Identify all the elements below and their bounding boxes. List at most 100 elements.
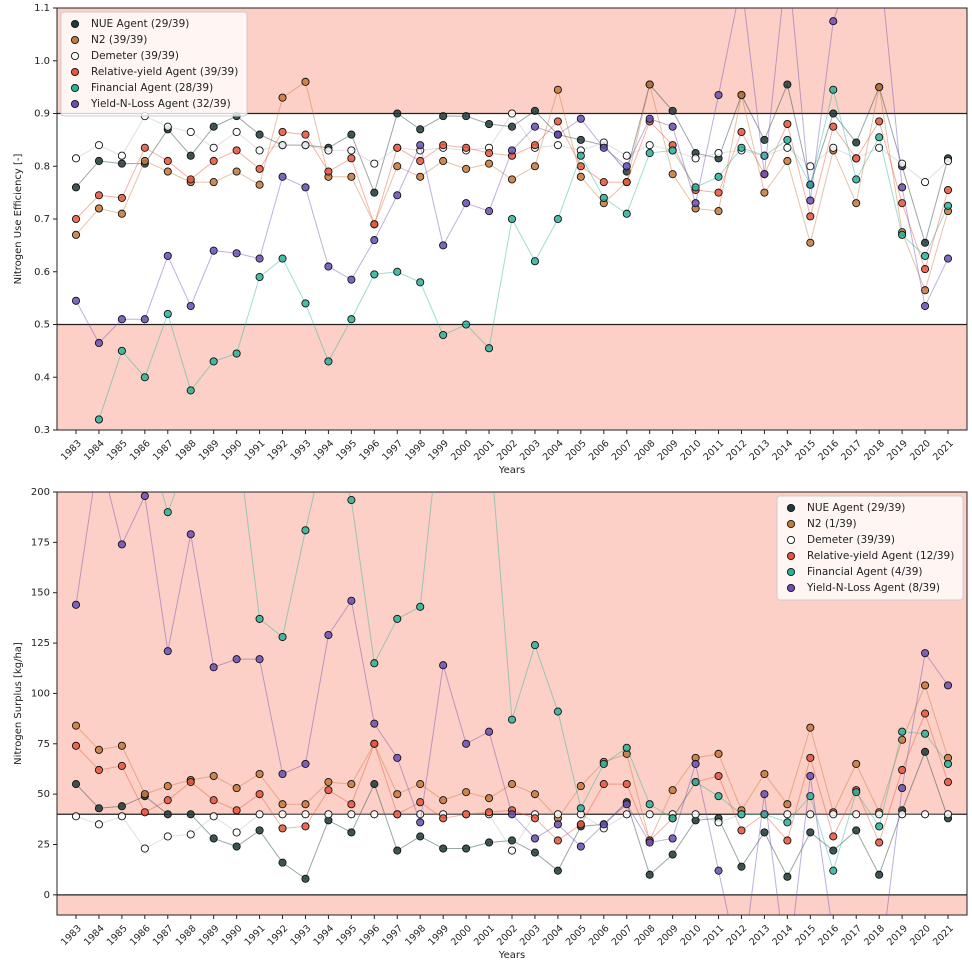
data-point bbox=[875, 870, 884, 879]
data-point bbox=[71, 296, 81, 305]
data-point bbox=[691, 778, 700, 787]
data-point bbox=[485, 808, 494, 817]
data-point bbox=[760, 170, 769, 179]
data-point bbox=[829, 85, 838, 94]
data-point bbox=[829, 810, 838, 819]
data-point bbox=[163, 156, 172, 166]
x-tick-label: 2008 bbox=[633, 923, 658, 948]
data-point bbox=[301, 800, 310, 809]
data-point bbox=[507, 122, 517, 131]
data-point bbox=[599, 759, 608, 768]
data-point bbox=[553, 85, 562, 94]
data-point bbox=[737, 143, 746, 152]
legend-label: Demeter (39/39) bbox=[807, 534, 895, 546]
data-point bbox=[530, 122, 539, 131]
x-tick-label: 1987 bbox=[151, 923, 176, 948]
data-point bbox=[898, 183, 907, 192]
data-point bbox=[439, 141, 448, 150]
data-point bbox=[370, 739, 379, 748]
y-tick-label: 25 bbox=[37, 840, 50, 851]
legend-box bbox=[60, 11, 248, 117]
data-point bbox=[553, 130, 562, 139]
x-tick-label: 1996 bbox=[357, 438, 382, 463]
data-point bbox=[576, 842, 585, 851]
data-point bbox=[301, 183, 310, 192]
data-point bbox=[921, 649, 930, 658]
data-point bbox=[255, 180, 264, 189]
data-point bbox=[393, 267, 402, 276]
data-point bbox=[186, 151, 195, 160]
data-point bbox=[737, 810, 746, 819]
data-point bbox=[485, 207, 494, 216]
x-tick-label: 2013 bbox=[747, 438, 772, 463]
data-point bbox=[140, 492, 149, 501]
data-point bbox=[301, 130, 310, 139]
data-point bbox=[852, 826, 861, 835]
series bbox=[71, 492, 953, 915]
data-point bbox=[71, 154, 81, 163]
legend: NUE Agent (29/39) N2 (1/39) Demeter (39/39… bbox=[776, 495, 964, 601]
data-point bbox=[691, 154, 700, 163]
data-point bbox=[94, 745, 103, 754]
data-point bbox=[645, 870, 654, 879]
x-tick-label: 1990 bbox=[220, 438, 245, 463]
data-point bbox=[806, 162, 815, 171]
x-tick-label: 2013 bbox=[747, 923, 772, 948]
legend-label: N2 (39/39) bbox=[91, 34, 147, 46]
data-point bbox=[806, 771, 815, 781]
data-point bbox=[485, 727, 494, 736]
data-point bbox=[255, 810, 264, 819]
data-point bbox=[553, 214, 562, 224]
data-point bbox=[186, 301, 195, 311]
data-point bbox=[622, 810, 631, 819]
x-tick-label: 1991 bbox=[243, 923, 268, 948]
x-tick-label: 1983 bbox=[59, 923, 84, 948]
x-tick-label: 2020 bbox=[908, 923, 933, 948]
data-point bbox=[760, 188, 769, 197]
data-point bbox=[714, 749, 723, 758]
x-tick-label: 2011 bbox=[702, 923, 727, 948]
data-point bbox=[255, 254, 264, 263]
data-point bbox=[393, 614, 402, 623]
data-point bbox=[347, 800, 356, 809]
legend-label: N2 (1/39) bbox=[807, 518, 857, 530]
data-point bbox=[186, 830, 195, 839]
x-tick-label: 1985 bbox=[105, 923, 130, 948]
data-point bbox=[576, 804, 585, 813]
data-point bbox=[347, 810, 356, 819]
data-point bbox=[347, 315, 356, 324]
legend-marker bbox=[70, 19, 80, 29]
data-point bbox=[898, 230, 907, 239]
data-point bbox=[645, 149, 654, 158]
data-point bbox=[301, 77, 310, 86]
data-point bbox=[117, 540, 126, 549]
data-point bbox=[140, 143, 149, 152]
data-point bbox=[462, 112, 471, 121]
data-point bbox=[347, 596, 356, 605]
data-point bbox=[439, 661, 448, 670]
x-tick-label: 1992 bbox=[266, 923, 291, 948]
data-point bbox=[507, 146, 517, 155]
data-point bbox=[875, 838, 884, 847]
data-point bbox=[347, 154, 356, 163]
data-point bbox=[163, 167, 172, 176]
x-tick-label: 2010 bbox=[679, 438, 704, 463]
data-point bbox=[232, 167, 241, 176]
y-tick-label: 175 bbox=[31, 537, 50, 548]
x-tick-label: 1990 bbox=[220, 923, 245, 948]
x-tick-label: 2016 bbox=[816, 923, 841, 948]
x-tick-label: 1987 bbox=[151, 438, 176, 463]
data-point bbox=[278, 93, 287, 102]
data-point bbox=[898, 199, 907, 208]
data-point bbox=[829, 832, 838, 841]
data-point bbox=[324, 146, 333, 155]
data-point bbox=[278, 127, 287, 137]
data-point bbox=[71, 183, 81, 192]
x-tick-label: 2017 bbox=[839, 438, 864, 463]
data-point bbox=[760, 790, 769, 799]
data-point bbox=[278, 632, 287, 642]
data-point bbox=[852, 138, 861, 147]
data-point bbox=[691, 199, 700, 208]
series bbox=[161, 492, 953, 875]
data-point bbox=[117, 159, 126, 168]
